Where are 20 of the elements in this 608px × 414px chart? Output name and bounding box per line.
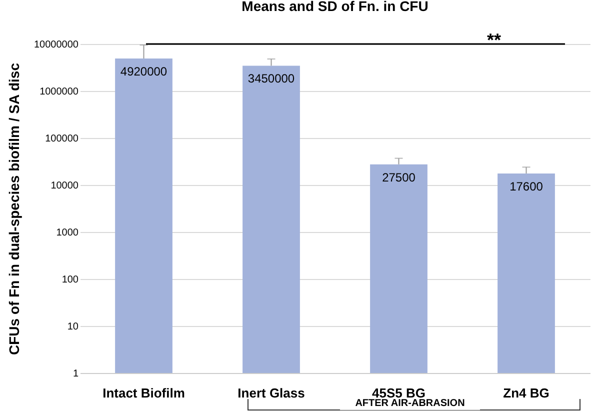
chart-title: Means and SD of Fn. in CFU [242,0,428,14]
y-axis-title: CFUs of Fn in dual-species biofilm / SA disc [6,62,22,355]
text: AFTER AIR-ABRASION [340,398,480,410]
y-tick-label: 1 [72,368,79,380]
x-tick-label: Intact Biofilm [102,386,185,400]
y-tick-label: 100000 [45,134,79,144]
y-tick-label: 1000000 [40,86,79,98]
y-tick-label: 10 [67,322,79,332]
data-label: 4920000 [120,64,168,78]
annotation: ** [486,30,502,50]
y-tick-label: 1000 [56,228,79,238]
y-tick-label: 10000000 [34,40,79,50]
x-tick-label: Zn4 BG [503,386,550,400]
x-tick-label: Inert Glass [238,386,305,400]
data-label: 27500 [382,170,416,184]
y-tick-label: 10000 [50,180,79,192]
y-tick-label: 100 [62,274,79,286]
x-tick-label: 45S5 BG [372,386,426,400]
data-label: 17600 [510,179,544,194]
data-label: 3450000 [248,72,295,86]
